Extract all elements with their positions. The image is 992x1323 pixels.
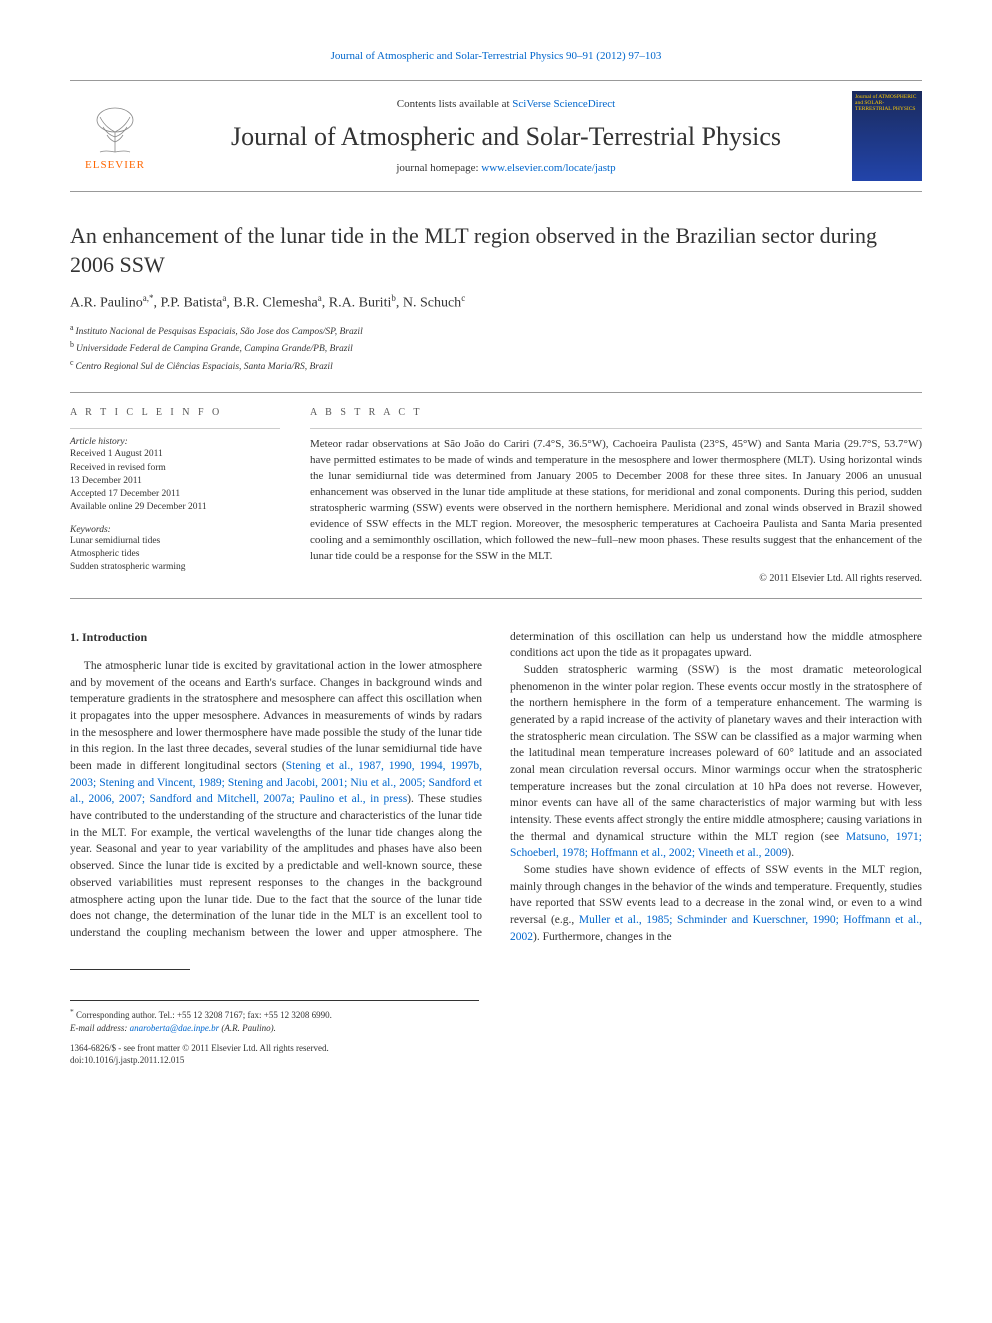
journal-cover-thumb: Journal of ATMOSPHERIC and SOLAR-TERREST…	[852, 91, 922, 181]
abstract-col: A B S T R A C T Meteor radar observation…	[310, 407, 922, 584]
author-2: , P.P. Batista	[153, 296, 222, 311]
aff-text-a: Instituto Nacional de Pesquisas Espaciai…	[76, 327, 363, 337]
p1-text-a: The atmospheric lunar tide is excited by…	[70, 660, 482, 772]
body-p3: Some studies have shown evidence of effe…	[510, 862, 922, 945]
email-label: E-mail address:	[70, 1023, 127, 1033]
affiliations: aInstituto Nacional de Pesquisas Espacia…	[70, 322, 922, 374]
corr-email-who: (A.R. Paulino).	[221, 1023, 276, 1033]
author-3: , B.R. Clemesha	[226, 296, 317, 311]
aff-sup-c: c	[70, 358, 74, 367]
author-5-aff: c	[461, 293, 465, 303]
article-title: An enhancement of the lunar tide in the …	[70, 222, 922, 279]
author-4: , R.A. Buriti	[322, 296, 392, 311]
aff-sup-a: a	[70, 323, 74, 332]
corr-star-icon: *	[70, 1007, 74, 1016]
footnotes: * Corresponding author. Tel.: +55 12 320…	[70, 1000, 479, 1066]
info-abstract-row: A R T I C L E I N F O Article history: R…	[70, 392, 922, 599]
body-columns: 1. Introduction The atmospheric lunar ti…	[70, 629, 922, 946]
contents-line: Contents lists available at SciVerse Sci…	[175, 98, 837, 110]
abstract-heading: A B S T R A C T	[310, 407, 922, 418]
journal-header: ELSEVIER Contents lists available at Sci…	[70, 80, 922, 192]
cover-thumb-title: Journal of ATMOSPHERIC and SOLAR-TERREST…	[855, 94, 919, 112]
author-1: A.R. Paulino	[70, 296, 143, 311]
abstract-text: Meteor radar observations at São João do…	[310, 437, 922, 565]
corr-email-link[interactable]: anaroberta@dae.inpe.br	[130, 1023, 219, 1033]
article-info-heading: A R T I C L E I N F O	[70, 407, 280, 418]
footer-copyright: 1364-6826/$ - see front matter © 2011 El…	[70, 1043, 479, 1066]
running-head-link[interactable]: Journal of Atmospheric and Solar-Terrest…	[331, 50, 662, 62]
footnote-rule	[70, 969, 190, 970]
title-block: An enhancement of the lunar tide in the …	[70, 222, 922, 374]
journal-name: Journal of Atmospheric and Solar-Terrest…	[175, 122, 837, 152]
doi-line: doi:10.1016/j.jastp.2011.12.015	[70, 1055, 479, 1067]
elsevier-wordmark: ELSEVIER	[85, 159, 145, 171]
p2-text-a: Sudden stratospheric warming (SSW) is th…	[510, 664, 922, 843]
sciencedirect-link[interactable]: SciVerse ScienceDirect	[512, 98, 615, 110]
affiliation-a: aInstituto Nacional de Pesquisas Espacia…	[70, 322, 922, 339]
affiliation-b: bUniversidade Federal de Campina Grande,…	[70, 339, 922, 356]
homepage-prefix: journal homepage:	[396, 162, 481, 174]
article-info-col: A R T I C L E I N F O Article history: R…	[70, 407, 280, 584]
homepage-line: journal homepage: www.elsevier.com/locat…	[175, 162, 837, 174]
header-center: Contents lists available at SciVerse Sci…	[175, 98, 837, 174]
section-1-heading: 1. Introduction	[70, 629, 482, 646]
elsevier-tree-icon	[85, 102, 145, 157]
p3-text-b: ). Furthermore, changes in the	[533, 931, 672, 943]
abstract-copyright: © 2011 Elsevier Ltd. All rights reserved…	[310, 573, 922, 584]
aff-sup-b: b	[70, 340, 74, 349]
elsevier-logo: ELSEVIER	[70, 91, 160, 181]
running-head: Journal of Atmospheric and Solar-Terrest…	[70, 50, 922, 62]
contents-prefix: Contents lists available at	[397, 98, 512, 110]
corresponding-author: * Corresponding author. Tel.: +55 12 320…	[70, 1007, 479, 1020]
body-p2: Sudden stratospheric warming (SSW) is th…	[510, 662, 922, 862]
affiliation-c: cCentro Regional Sul de Ciências Espacia…	[70, 357, 922, 374]
history-text: Received 1 August 2011 Received in revis…	[70, 448, 280, 514]
authors-line: A.R. Paulinoa,*, P.P. Batistaa, B.R. Cle…	[70, 293, 922, 312]
homepage-link[interactable]: www.elsevier.com/locate/jastp	[481, 162, 615, 174]
front-matter-line: 1364-6826/$ - see front matter © 2011 El…	[70, 1043, 479, 1055]
author-5: , N. Schuch	[396, 296, 461, 311]
corr-email-line: E-mail address: anaroberta@dae.inpe.br (…	[70, 1023, 479, 1033]
keywords-list: Lunar semidiurnal tides Atmospheric tide…	[70, 535, 280, 575]
aff-text-b: Universidade Federal de Campina Grande, …	[76, 344, 353, 354]
history-label: Article history:	[70, 437, 280, 447]
corr-text: Corresponding author. Tel.: +55 12 3208 …	[76, 1010, 332, 1020]
aff-text-c: Centro Regional Sul de Ciências Espaciai…	[76, 362, 333, 372]
keywords-label: Keywords:	[70, 525, 280, 535]
p2-text-b: ).	[787, 847, 794, 859]
